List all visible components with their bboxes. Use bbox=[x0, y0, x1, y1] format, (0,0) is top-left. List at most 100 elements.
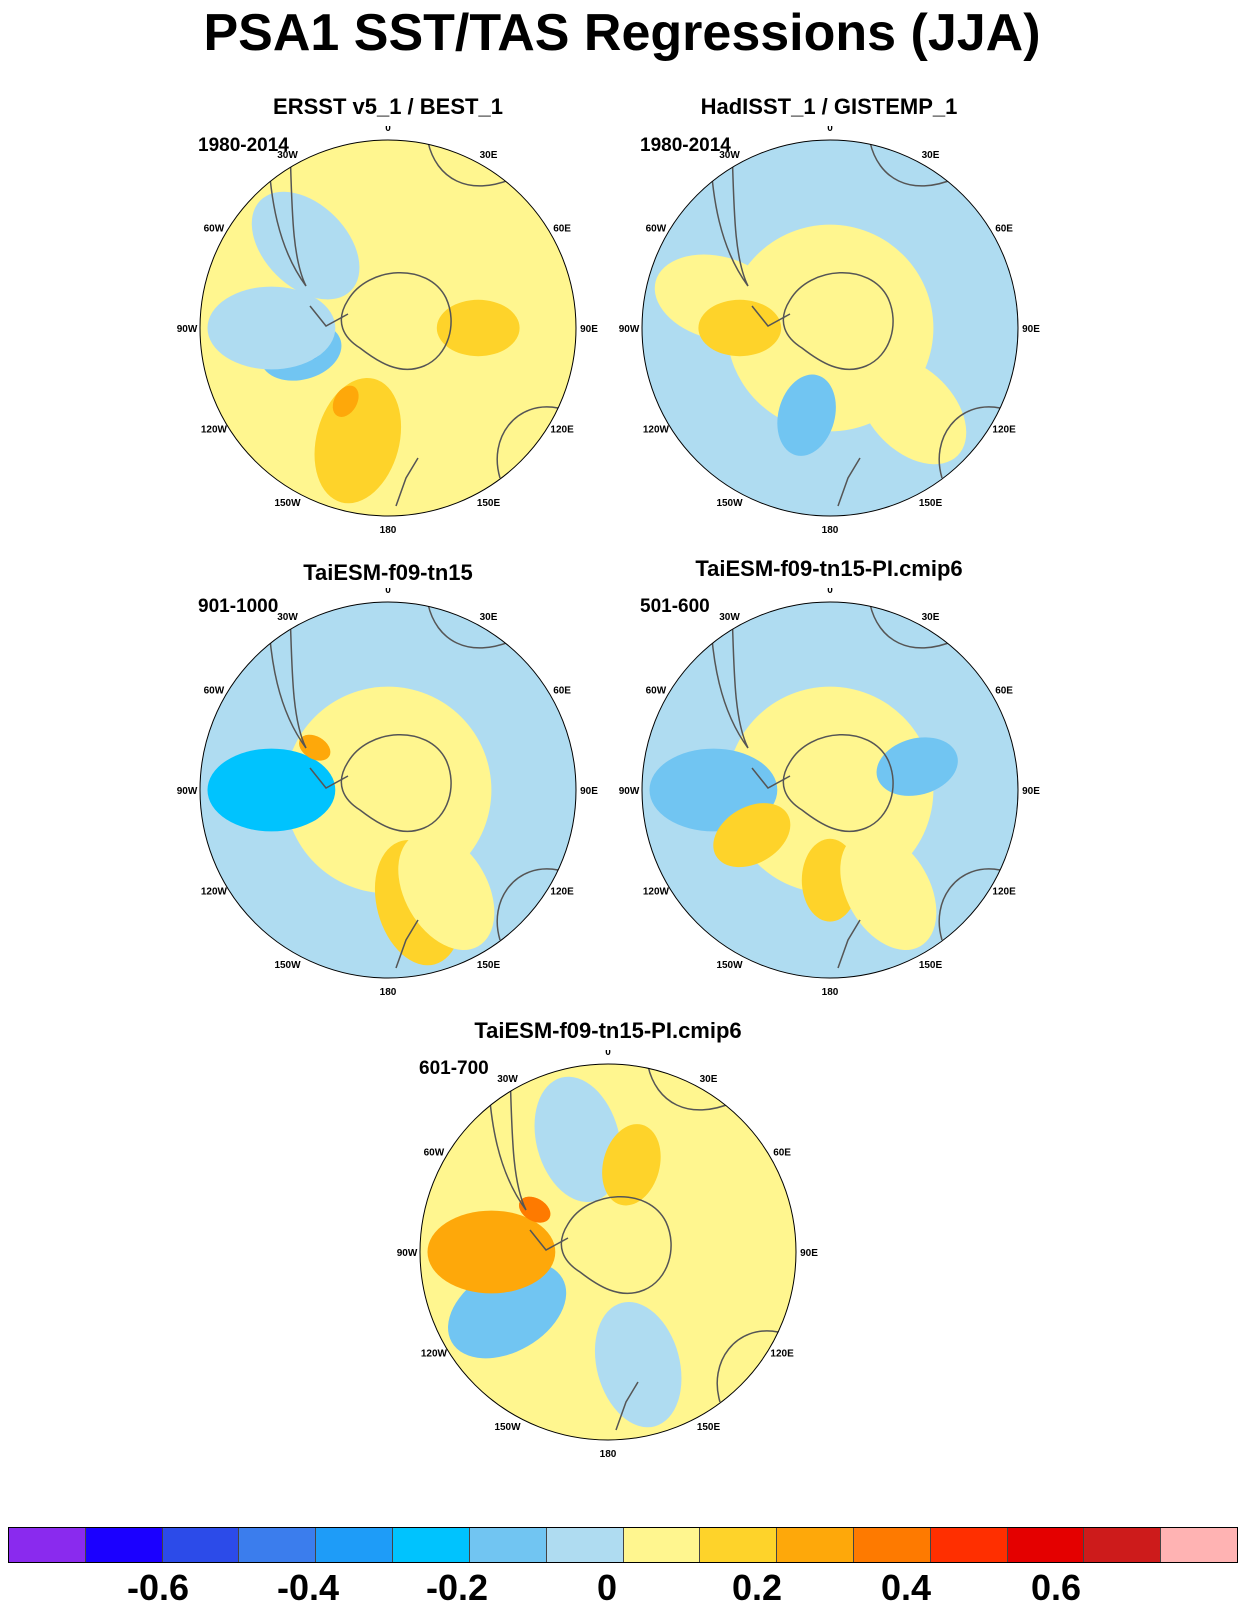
map-boundary bbox=[419, 1063, 797, 1441]
panel-title-3: TaiESM-f09-tn15 bbox=[303, 560, 473, 585]
panel-title-1: ERSST v5_1 / BEST_1 bbox=[273, 94, 503, 119]
longitude-label: 30W bbox=[719, 612, 740, 623]
longitude-label: 90E bbox=[1022, 786, 1040, 797]
longitude-label: 0 bbox=[385, 588, 391, 596]
colorbar-swatch bbox=[1161, 1528, 1237, 1562]
field-lobe bbox=[427, 1210, 556, 1294]
longitude-label: 0 bbox=[827, 588, 833, 596]
map-boundary bbox=[199, 139, 577, 517]
antarctica-coastline bbox=[782, 272, 894, 371]
longitude-label: 120W bbox=[201, 425, 228, 436]
longitude-label: 90W bbox=[177, 324, 198, 335]
longitude-label: 180 bbox=[380, 525, 397, 536]
longitude-label: 90W bbox=[397, 1248, 418, 1259]
longitude-label: 150E bbox=[477, 960, 501, 971]
longitude-label: 150E bbox=[919, 498, 943, 509]
longitude-label: 60W bbox=[204, 686, 225, 697]
panel-period-4: 501-600 bbox=[640, 596, 710, 617]
colorbar-swatch bbox=[9, 1528, 86, 1562]
colorbar-swatch bbox=[469, 1528, 547, 1562]
longitude-label: 120W bbox=[421, 1349, 448, 1360]
longitude-label: 150W bbox=[274, 498, 301, 509]
field-lobe bbox=[594, 1301, 682, 1428]
south-america-coastline bbox=[709, 607, 749, 749]
longitude-label: 30E bbox=[922, 150, 940, 161]
longitude-label: 60E bbox=[995, 224, 1013, 235]
field-lobe bbox=[207, 286, 336, 370]
south-america-coastline bbox=[709, 145, 749, 287]
longitude-label: 30E bbox=[700, 1074, 718, 1085]
field-blob bbox=[698, 299, 782, 357]
field-blob bbox=[436, 299, 520, 357]
field-core bbox=[332, 385, 359, 417]
panel-title-2: HadISST_1 / GISTEMP_1 bbox=[700, 94, 958, 119]
colorbar-tick-label: 0.4 bbox=[880, 1567, 932, 1608]
longitude-label: 120W bbox=[643, 425, 670, 436]
south-america-coastline bbox=[267, 607, 307, 749]
map-boundary bbox=[641, 601, 1019, 979]
longitude-label: 180 bbox=[822, 987, 839, 998]
field-lobe bbox=[207, 748, 336, 832]
panel-title-5: TaiESM-f09-tn15-PI.cmip6 bbox=[474, 1018, 742, 1043]
colorbar-swatch bbox=[162, 1528, 240, 1562]
colorbar-tick-label: 0.6 bbox=[1030, 1567, 1082, 1608]
colorbar-tick-label: -0.6 bbox=[126, 1567, 190, 1608]
figure-title: PSA1 SST/TAS Regressions (JJA) bbox=[203, 4, 1041, 62]
longitude-label: 60E bbox=[553, 224, 571, 235]
colorbar-swatch bbox=[623, 1528, 701, 1562]
longitude-label: 120W bbox=[643, 887, 670, 898]
longitude-label: 150W bbox=[716, 960, 743, 971]
longitude-label: 0 bbox=[605, 1050, 611, 1058]
polar-map-5: 0 30E 60E 90E 120E 150E 180 150W 120W 90W 60W 30W bbox=[397, 1050, 819, 1460]
colorbar-swatch bbox=[85, 1528, 163, 1562]
longitude-label: 30W bbox=[277, 150, 298, 161]
field-lobe bbox=[858, 356, 967, 465]
south-america-coastline bbox=[487, 1069, 527, 1211]
antarctica-coastline bbox=[340, 734, 452, 833]
longitude-label: 150E bbox=[697, 1422, 721, 1433]
field-core bbox=[519, 1196, 551, 1223]
longitude-label: 180 bbox=[600, 1449, 617, 1460]
longitude-label: 150W bbox=[274, 960, 301, 971]
antarctica-coastline bbox=[340, 272, 452, 371]
peninsula-coastline bbox=[751, 305, 791, 327]
peninsula-coastline bbox=[529, 1229, 569, 1251]
longitude-label: 60W bbox=[204, 224, 225, 235]
longitude-label: 120E bbox=[992, 887, 1016, 898]
longitude-label: 60W bbox=[646, 686, 667, 697]
longitude-label: 60W bbox=[424, 1148, 445, 1159]
panel-period-2: 1980-2014 bbox=[640, 135, 731, 156]
africa-coastline bbox=[869, 603, 957, 649]
longitude-label: 90W bbox=[619, 324, 640, 335]
panel-title-4: TaiESM-f09-tn15-PI.cmip6 bbox=[695, 556, 963, 581]
polar-map-3: 0 30E 60E 90E 120E 150E 180 150W 120W 90W 60W 30W bbox=[177, 588, 599, 998]
map-boundary bbox=[641, 139, 1019, 517]
contour-field bbox=[200, 602, 576, 978]
africa-coastline bbox=[427, 141, 515, 187]
south-america-coastline bbox=[267, 145, 307, 287]
longitude-label: 60W bbox=[646, 224, 667, 235]
field-lobe bbox=[534, 1076, 622, 1203]
longitude-label: 90E bbox=[580, 324, 598, 335]
field-lobe bbox=[251, 191, 360, 300]
colorbar-swatch bbox=[393, 1528, 470, 1562]
antarctica-coastline bbox=[782, 734, 894, 833]
colorbar-swatch bbox=[316, 1528, 394, 1562]
contour-field bbox=[200, 140, 576, 516]
colorbar-swatch bbox=[930, 1528, 1008, 1562]
longitude-label: 30W bbox=[497, 1074, 518, 1085]
longitude-label: 30E bbox=[480, 150, 498, 161]
colorbar-tick-label: 0 bbox=[596, 1567, 618, 1608]
colorbar-swatch bbox=[700, 1528, 778, 1562]
longitude-label: 150E bbox=[919, 960, 943, 971]
colorbar-swatch bbox=[546, 1528, 624, 1562]
colorbar-tick-label: 0.2 bbox=[731, 1567, 783, 1608]
new-zealand-coastline bbox=[395, 457, 419, 507]
longitude-label: 30W bbox=[719, 150, 740, 161]
field-blob bbox=[777, 374, 836, 456]
longitude-label: 0 bbox=[385, 126, 391, 134]
longitude-label: 120W bbox=[201, 887, 228, 898]
field-lobe bbox=[398, 831, 495, 950]
longitude-label: 60E bbox=[773, 1148, 791, 1159]
longitude-label: 120E bbox=[550, 887, 574, 898]
